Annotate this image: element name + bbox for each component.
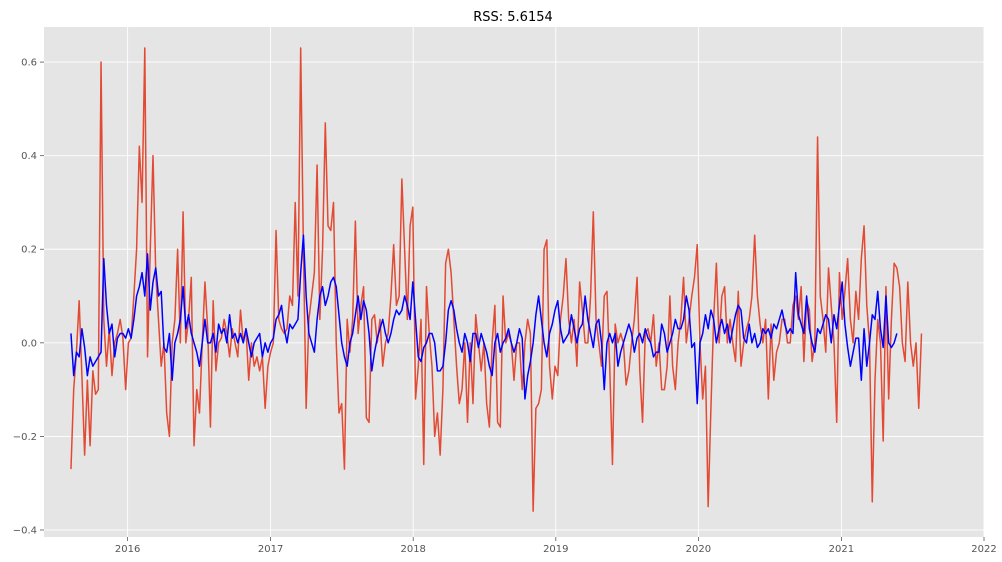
y-tick-label: 0.0: [21, 338, 37, 349]
x-tick-label: 2017: [258, 544, 283, 555]
series-line-2: [70, 234, 898, 405]
y-tick-label: −0.4: [13, 525, 37, 536]
series-lines: [70, 47, 923, 513]
x-axis: 2016 2017 2018 2019 2020 2021 2022: [115, 537, 997, 555]
y-tick-label: 0.6: [21, 58, 37, 69]
chart-title: RSS: 5.6154: [473, 10, 553, 25]
y-axis: −0.4 −0.2 0.0 0.2 0.4 0.6: [13, 58, 44, 536]
x-tick-label: 2022: [971, 544, 996, 555]
x-tick-label: 2021: [829, 544, 854, 555]
x-tick-label: 2016: [115, 544, 140, 555]
x-tick-label: 2018: [400, 544, 425, 555]
y-tick-label: −0.2: [13, 432, 37, 443]
x-tick-label: 2019: [543, 544, 568, 555]
y-tick-label: 0.4: [21, 151, 37, 162]
y-tick-label: 0.2: [21, 245, 37, 256]
series-line-1: [70, 47, 923, 513]
x-tick-label: 2020: [686, 544, 711, 555]
